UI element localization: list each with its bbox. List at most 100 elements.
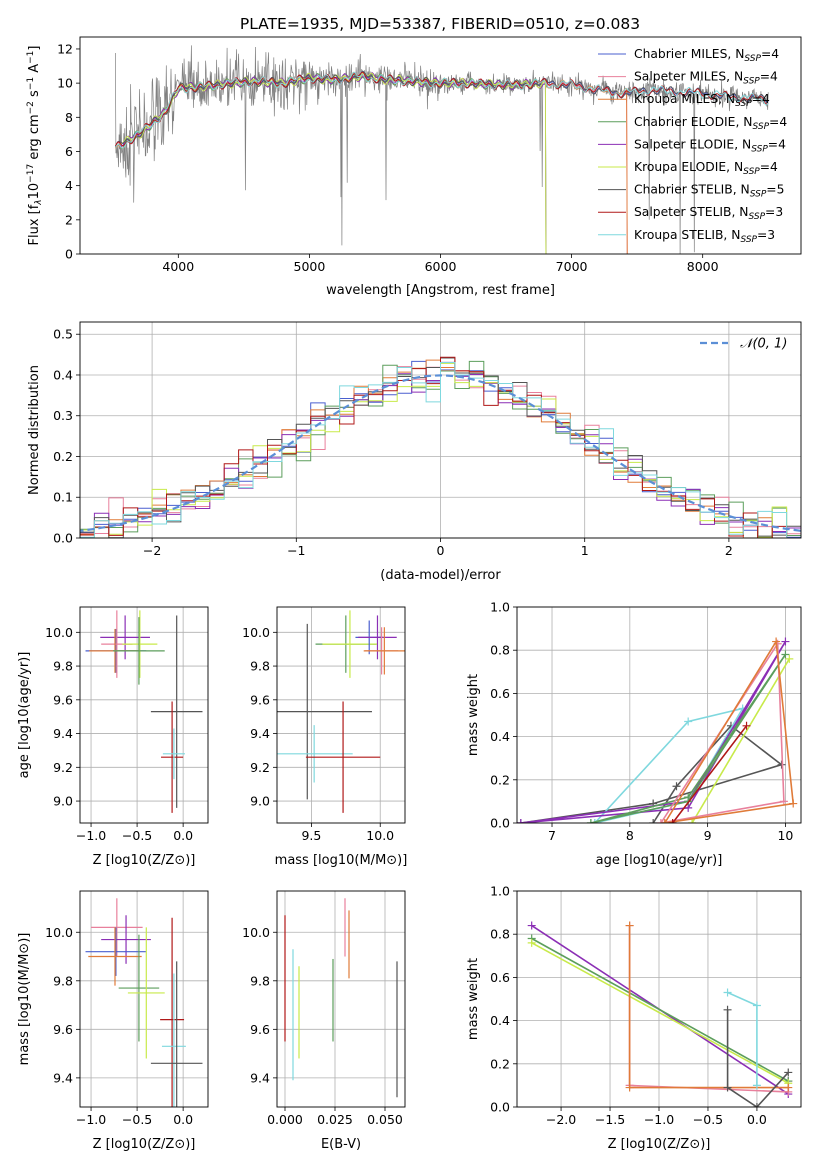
legend-value: =5 (766, 183, 784, 197)
legend-label: Kroupa ELODIE, NSSP=4 (634, 160, 778, 177)
weight-marker (789, 799, 798, 808)
errorbar-point (122, 610, 158, 678)
y-tick-label: 0.0 (490, 816, 510, 831)
model-line-salpeter_miles (115, 72, 628, 254)
x-tick-label: 7000 (556, 259, 588, 274)
errorbar-point (88, 927, 142, 986)
y-tick-label: 9.8 (250, 659, 270, 674)
errorbar-point (358, 615, 397, 660)
panel-age_vs_Z: −1.0 −0.5 0.0 9.0 9.2 9.4 9.6 9.8 10.0 Z [log10(Z… (17, 606, 209, 868)
axes-frame (276, 606, 406, 824)
y-tick-label: 8 (65, 110, 73, 125)
y-tick-label: 6 (65, 144, 73, 159)
normal-curve (80, 374, 801, 533)
legend-subscript: SSP (743, 167, 760, 177)
legend-value: =3 (765, 205, 783, 219)
weight-marker (660, 819, 669, 823)
y-tick-label: 9.4 (250, 1070, 270, 1085)
weight-marker (781, 650, 790, 659)
x-tick-label: −0.5 (693, 1112, 723, 1127)
y-tick-label: 0.3 (53, 408, 73, 423)
ylabel-sup: −2 (26, 101, 36, 114)
y-tick-label: 0.6 (490, 686, 510, 701)
y-tick-label: 1.0 (490, 884, 510, 899)
weight-marker (723, 1005, 732, 1014)
weight-marker (625, 921, 634, 930)
panel-age_vs_mass: 9.5 10.0 9.0 9.2 9.4 9.6 9.8 10.0 mass [log10(M/… (242, 606, 408, 868)
model-line-salpeter_elodie (120, 72, 547, 254)
ylabel-sub: λ (34, 199, 44, 205)
y-tick-label: 10 (57, 76, 73, 91)
y-tick-label: 9.2 (250, 760, 270, 775)
y-tick-label: 0.5 (53, 327, 73, 342)
grid-residual_hist (80, 322, 801, 539)
y-tick-label: 9.4 (53, 1070, 73, 1085)
panel-weight_vs_age: 7 8 9 10 0.0 0.2 0.4 0.6 0.8 1.0 age [log10(age/yr… (466, 600, 802, 868)
y-tick-label: 0.8 (490, 643, 510, 658)
weight-marker (781, 637, 790, 646)
y-tick-label: 0.2 (53, 449, 73, 464)
y-tick-label: 9.2 (53, 760, 73, 775)
errorbar-point (101, 915, 151, 964)
model-line-kroupa_stelib (115, 71, 769, 149)
legend-text: Kroupa ELODIE, N (634, 160, 743, 174)
y-tick-label: 0.2 (490, 1056, 510, 1071)
model-line-kroupa_miles (115, 71, 628, 254)
weight-marker (742, 721, 751, 730)
x-axis-label: wavelength [Angstrom, rest frame] (326, 283, 555, 298)
legend-subscript: SSP (744, 54, 761, 64)
x-axis-label: Z [log10(Z/Z⊙)] (93, 853, 196, 868)
x-tick-label: 0 (437, 543, 445, 558)
weight-marker (772, 637, 781, 646)
histogram-kroupa_stelib (80, 362, 801, 538)
ylabel-part: ] (27, 46, 42, 51)
weight-marker (656, 819, 665, 823)
legend-text: Chabrier MILES, N (634, 47, 744, 61)
grid-age_vs_Z (80, 607, 208, 823)
axes-frame (79, 606, 209, 824)
plot-area-weight_vs_Z (527, 921, 793, 1107)
ylabel-part: Flux [f (27, 204, 42, 245)
grid-weight_vs_age (517, 606, 801, 824)
x-axis-label: age [log10(age/yr)] (596, 853, 723, 868)
weight-marker (649, 819, 658, 823)
weight-line (726, 1009, 789, 1107)
weight-marker (684, 717, 693, 726)
plot-area-residual_hist (80, 356, 801, 538)
y-tick-label: 0.4 (490, 1013, 510, 1028)
panel-weight_vs_Z: −2.0 −1.5 −1.0 −0.5 0.0 0.0 0.2 0.4 0.6 0.8 1.0 Z [… (466, 884, 802, 1152)
weight-marker (784, 1068, 793, 1077)
errorbar-point (161, 701, 184, 813)
ylabel-sup: −1 (26, 77, 36, 90)
x-tick-label: 4000 (162, 259, 194, 274)
plot-area-mass_vs_Z (85, 898, 203, 1107)
y-tick-label: 0.0 (53, 531, 73, 546)
errorbar-point (363, 627, 405, 675)
grid-age_vs_mass (277, 607, 405, 823)
figure-title: PLATE=1935, MJD=53387, FIBERID=0510, z=0… (240, 15, 640, 33)
y-tick-label: 0.4 (53, 367, 73, 382)
legend-text: Salpeter MILES, N (634, 70, 743, 84)
legend-subscript: SSP (750, 190, 767, 200)
x-axis-label: mass [log10(M/M⊙)] (275, 853, 408, 868)
weight-marker (590, 819, 599, 823)
y-tick-label: 10.0 (45, 625, 73, 640)
legend-label: Kroupa STELIB, NSSP=3 (634, 228, 775, 245)
x-tick-label: 0.025 (317, 1112, 353, 1127)
y-axis-label: Flux [fλ10−17 erg cm−2 s−1 A−1] (26, 46, 44, 246)
errorbar-point (162, 728, 185, 780)
errorbar-point (160, 917, 185, 1107)
axes-frame (79, 890, 209, 1108)
x-tick-label: −1.0 (644, 1112, 674, 1127)
ylabel-part: s (27, 90, 42, 101)
x-tick-label: −2.0 (546, 1112, 576, 1127)
axes-frame (79, 321, 802, 539)
legend-label: Chabrier MILES, NSSP=4 (634, 47, 779, 64)
errorbar-point (118, 934, 160, 1042)
weight-line (691, 658, 790, 823)
weight-marker (668, 819, 677, 823)
y-tick-label: 1.0 (490, 600, 510, 615)
x-tick-label: −1.0 (76, 1112, 106, 1127)
x-tick-label: 6000 (425, 259, 457, 274)
